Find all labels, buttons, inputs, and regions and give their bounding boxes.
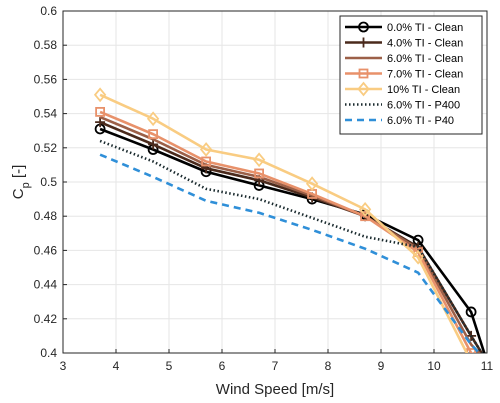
legend-box: [339, 15, 483, 135]
data-point: [254, 168, 265, 179]
data-point: [148, 139, 159, 150]
data-point: [466, 356, 476, 368]
x-axis-ticks: 3 4 5 6 7 8 9 10 11: [60, 349, 494, 373]
series-line-1: [99, 120, 484, 353]
series-0: [94, 123, 486, 353]
x-tick-label: 8: [325, 359, 332, 373]
data-point: [252, 152, 266, 168]
x-tick-label: 7: [272, 359, 279, 373]
series-5: [99, 139, 484, 353]
y-tick-label: 0.4: [40, 346, 57, 360]
legend-entry-label: 10% TI - Clean: [387, 84, 460, 96]
y-axis-ticks: 0.4 0.42 0.44 0.46 0.48 0.5 0.52 0.54 0.56 0.58 0.…: [34, 4, 67, 360]
legend-swatch-marker: [358, 21, 369, 33]
series-6: [99, 153, 481, 353]
series-line-6: [99, 153, 481, 353]
x-tick-label: 11: [481, 359, 494, 373]
data-point: [358, 201, 372, 217]
y-tick-label: 0.48: [34, 209, 58, 223]
y-tick-label: 0.5: [40, 175, 57, 189]
y-tick-label: 0.6: [40, 4, 57, 18]
data-point: [201, 156, 212, 167]
y-tick-label: 0.42: [34, 312, 58, 326]
y-axis-label-sub: p: [20, 182, 32, 188]
data-point: [148, 129, 159, 140]
x-axis-label: Wind Speed [m/s]: [216, 381, 334, 398]
y-axis-label-main: C: [10, 188, 27, 199]
legend: 0.0% TI - Clean 4.0% TI - Clean 6.0% TI - …: [339, 15, 483, 135]
x-tick-label: 3: [60, 359, 67, 373]
series-line-0: [99, 127, 486, 353]
data-point: [465, 306, 477, 318]
y-tick-label: 0.44: [34, 278, 58, 292]
data-point: [95, 106, 105, 117]
data-point: [466, 348, 477, 353]
y-tick-label: 0.56: [34, 72, 58, 86]
legend-entry-label: 0.0% TI - Clean: [387, 22, 463, 34]
data-point: [305, 176, 319, 192]
series-line-5: [99, 139, 484, 353]
y-tick-label: 0.54: [34, 107, 58, 121]
series-line-4: [99, 93, 469, 353]
y-axis-label-tail: [-]: [10, 165, 27, 183]
legend-entry-label: 6.0% TI - P40: [387, 115, 454, 127]
y-tick-label: 0.52: [34, 141, 58, 155]
legend-swatch-marker: [358, 68, 369, 79]
data-point: [95, 117, 106, 128]
x-tick-label: 5: [166, 359, 173, 373]
legend-entry-label: 4.0% TI - Clean: [387, 38, 463, 50]
data-point: [93, 87, 107, 103]
legend-swatch-marker: [358, 37, 369, 48]
series-4: [93, 87, 476, 368]
data-series: [93, 87, 486, 368]
y-axis-label: Cp [-]: [10, 165, 32, 199]
x-tick-label: 4: [113, 359, 120, 373]
legend-entry-label: 6.0% TI - P400: [387, 100, 460, 112]
data-point: [146, 111, 160, 127]
x-tick-label: 9: [378, 359, 385, 373]
x-tick-label: 6: [219, 359, 226, 373]
series-2: [99, 115, 481, 353]
x-tick-label: 10: [427, 359, 441, 373]
series-line-2: [99, 115, 481, 353]
data-point: [360, 211, 371, 222]
y-tick-label: 0.58: [34, 38, 58, 52]
data-point: [199, 142, 213, 157]
y-tick-label: 0.46: [34, 243, 58, 257]
legend-swatch-marker: [357, 81, 370, 97]
legend-entry-label: 6.0% TI - Clean: [387, 53, 463, 65]
legend-entry-label: 7.0% TI - Clean: [387, 69, 463, 81]
data-point: [411, 249, 425, 265]
